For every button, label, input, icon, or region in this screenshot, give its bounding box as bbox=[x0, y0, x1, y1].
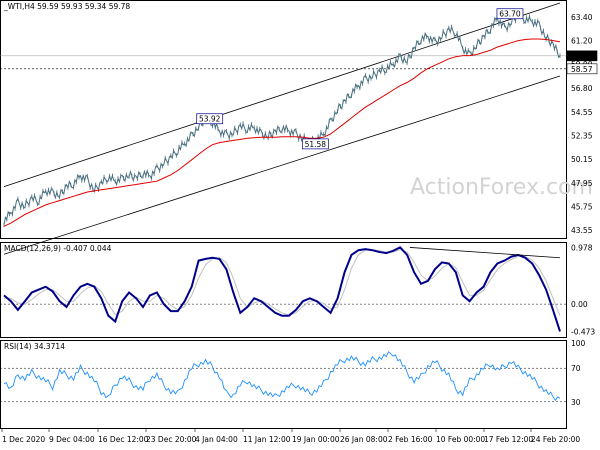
x-tick-label: 11 Jan 12:00 bbox=[243, 435, 291, 444]
annotation-box bbox=[496, 8, 524, 20]
rsi-plot bbox=[0, 350, 566, 403]
macd-plot bbox=[0, 246, 566, 332]
moving-average-line bbox=[3, 38, 561, 227]
macd-signal-line bbox=[4, 249, 561, 316]
price-tag-box bbox=[566, 63, 598, 75]
macd-y-tick: 0.978 bbox=[571, 243, 593, 252]
price-tag-label: 59.78 bbox=[571, 52, 593, 61]
price-y-tick: 45.75 bbox=[571, 202, 593, 211]
annotation-box bbox=[302, 138, 329, 150]
x-tick-label: 4 Jan 04:00 bbox=[195, 435, 238, 444]
watermark: ActionForex.com bbox=[410, 175, 593, 200]
x-tick-label: 16 Dec 12:00 bbox=[98, 435, 149, 444]
rsi-y-tick: 100 bbox=[571, 339, 586, 348]
price-plot: 53.92 51.58 63.70 bbox=[0, 2, 566, 255]
annotation-label: 53.92 bbox=[199, 115, 221, 124]
price-info-label: _WTI,H4 59.59 59.93 59.34 59.78 bbox=[3, 2, 130, 11]
y-axis-labels: 43.5545.7547.9550.1552.3554.5556.8059.00… bbox=[566, 13, 598, 407]
x-tick-label: 1 Dec 2020 bbox=[2, 435, 45, 444]
annotation-label: 51.58 bbox=[305, 140, 327, 149]
x-tick-label: 19 Jan 00:00 bbox=[292, 435, 340, 444]
macd-y-tick: 0.00 bbox=[571, 300, 588, 309]
price-y-tick: 61.20 bbox=[571, 37, 593, 46]
price-y-tick: 43.55 bbox=[571, 226, 593, 235]
x-tick-label: 23 Dec 20:00 bbox=[146, 435, 197, 444]
price-y-tick: 54.55 bbox=[571, 108, 593, 117]
x-tick-label: 26 Jan 08:00 bbox=[340, 435, 388, 444]
rsi-y-tick: 70 bbox=[571, 364, 581, 373]
rsi-line bbox=[3, 350, 561, 402]
price-series bbox=[3, 10, 561, 225]
macd-line bbox=[3, 246, 561, 332]
macd-panel-frame bbox=[0, 242, 567, 338]
price-panel-frame bbox=[0, 0, 567, 239]
rsi-y-tick: 30 bbox=[571, 398, 581, 407]
channel-lower-line bbox=[3, 75, 561, 255]
macd-info-label: MACD(12,26,9) -0.407 0.044 bbox=[4, 244, 112, 253]
channel-upper-line bbox=[3, 2, 561, 187]
price-y-tick: 56.80 bbox=[571, 84, 593, 93]
price-y-tick: 47.95 bbox=[571, 179, 593, 188]
price-y-tick: 50.15 bbox=[571, 155, 593, 164]
x-tick-label: 24 Feb 20:00 bbox=[531, 435, 580, 444]
x-tick-label: 10 Feb 00:00 bbox=[436, 435, 485, 444]
annotation-box bbox=[196, 113, 224, 125]
x-tick-label: 17 Feb 12:00 bbox=[484, 435, 533, 444]
x-tick-label: 9 Dec 04:00 bbox=[49, 435, 95, 444]
macd-trend-line bbox=[409, 247, 561, 259]
x-tick-label: 2 Feb 16:00 bbox=[388, 435, 433, 444]
rsi-panel-frame bbox=[0, 340, 567, 429]
price-y-tick: 63.40 bbox=[571, 13, 593, 22]
annotation-label: 63.70 bbox=[499, 10, 521, 19]
price-y-tick: 52.35 bbox=[571, 132, 593, 141]
macd-y-tick: -0.473 bbox=[571, 328, 595, 337]
price-tag-box bbox=[566, 50, 598, 62]
price-tag-label: 58.57 bbox=[571, 65, 593, 74]
rsi-info-label: RSI(14) 34.3714 bbox=[4, 342, 65, 351]
